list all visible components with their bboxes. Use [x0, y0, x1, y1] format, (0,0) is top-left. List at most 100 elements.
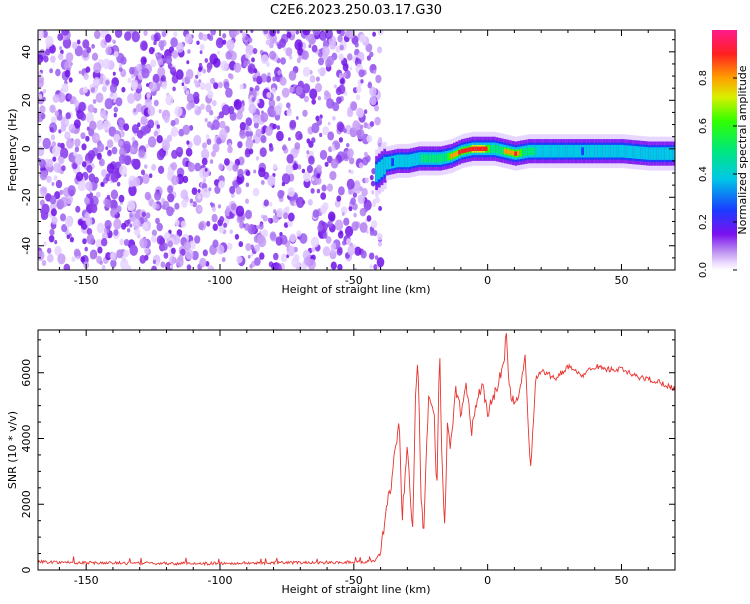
noise-blob	[54, 245, 62, 256]
noise-blob	[306, 165, 313, 174]
noise-blob	[126, 219, 131, 225]
noise-blob	[222, 39, 227, 45]
noise-blob	[45, 48, 51, 56]
noise-blob	[161, 81, 168, 90]
noise-blob	[158, 165, 165, 174]
noise-blob	[123, 239, 130, 246]
noise-blob	[140, 40, 148, 51]
noise-blob	[149, 173, 153, 178]
noise-blob	[231, 193, 235, 198]
noise-blob	[147, 105, 156, 116]
noise-blob	[219, 128, 228, 141]
noise-blob	[272, 123, 277, 130]
noise-blob	[110, 171, 119, 183]
ridge-segment	[621, 144, 625, 158]
noise-blob	[299, 233, 308, 244]
noise-blob	[119, 238, 125, 246]
noise-blob	[347, 53, 353, 61]
noise-blob	[70, 128, 75, 134]
noise-blob	[323, 96, 327, 100]
noise-blob	[286, 108, 293, 117]
noise-blob	[86, 228, 93, 236]
ridge-segment	[629, 145, 633, 159]
snr-frame	[37, 329, 676, 571]
noise-blob	[213, 82, 219, 90]
ridge-segment	[428, 154, 433, 163]
noise-blob	[359, 34, 367, 44]
ridge-segment	[404, 157, 408, 165]
noise-blob	[261, 229, 269, 238]
noise-blob	[104, 98, 114, 110]
noise-blob	[84, 246, 88, 252]
noise-blob	[355, 94, 361, 101]
ridge-segment	[434, 154, 438, 163]
noise-blob	[106, 163, 115, 174]
noise-blob	[356, 85, 362, 93]
noise-blob	[105, 146, 109, 151]
noise-blob	[153, 32, 161, 42]
noise-blob	[259, 222, 263, 227]
noise-blob	[62, 37, 72, 49]
noise-blob	[277, 70, 282, 76]
noise-blob	[161, 204, 166, 210]
noise-blob	[229, 185, 236, 195]
noise-blob	[38, 133, 42, 144]
noise-blob	[276, 30, 280, 34]
noise-blob	[317, 96, 321, 101]
noise-blob	[185, 147, 193, 157]
noise-blob	[171, 247, 176, 254]
noise-blob	[342, 240, 347, 246]
noise-blob	[352, 203, 358, 211]
noise-blob	[276, 130, 284, 142]
noise-blob	[320, 192, 327, 200]
noise-blob	[351, 221, 359, 231]
ridge-segment	[650, 147, 655, 160]
noise-blob	[176, 42, 184, 53]
noise-blob	[38, 77, 44, 88]
noise-blob	[281, 181, 286, 187]
noise-blob	[87, 150, 96, 160]
noise-blob	[233, 99, 242, 110]
noise-blob	[327, 211, 336, 222]
noise-blob	[375, 74, 382, 84]
noise-blob	[206, 138, 212, 145]
noise-blob	[216, 137, 222, 145]
noise-blob	[67, 93, 73, 100]
noise-blob	[318, 57, 324, 66]
noise-blob	[116, 249, 124, 259]
noise-blob	[356, 107, 364, 118]
noise-blob	[180, 248, 186, 256]
ridge-segment	[559, 147, 564, 156]
noise-blob	[236, 111, 243, 120]
noise-blob	[226, 39, 235, 51]
noise-blob	[218, 225, 225, 234]
ridge-segment	[608, 144, 612, 158]
noise-blob	[263, 199, 269, 207]
noise-blob	[131, 74, 135, 79]
noise-blob	[146, 92, 151, 99]
noise-blob	[198, 222, 205, 230]
noise-blob	[185, 249, 194, 260]
noise-blob	[267, 217, 271, 223]
noise-blob	[186, 60, 190, 65]
ridge-segment	[648, 147, 652, 160]
noise-blob	[74, 146, 80, 153]
noise-blob	[261, 54, 269, 65]
noise-blob	[47, 247, 52, 254]
ridge-segment	[396, 157, 400, 165]
noise-blob	[116, 205, 122, 213]
noise-blob	[77, 180, 87, 192]
noise-blob	[57, 33, 64, 41]
noise-blob	[327, 220, 333, 228]
noise-blob	[139, 217, 145, 224]
ridge-segment	[637, 146, 641, 159]
snr-marks	[38, 333, 675, 567]
noise-blob	[259, 147, 267, 158]
noise-blob	[200, 103, 205, 110]
noise-blob	[245, 125, 249, 131]
noise-blob	[131, 124, 139, 134]
ridge-segment	[380, 159, 384, 177]
x-tick-label: -100	[208, 274, 233, 287]
noise-blob	[60, 142, 65, 150]
noise-blob	[134, 227, 141, 236]
